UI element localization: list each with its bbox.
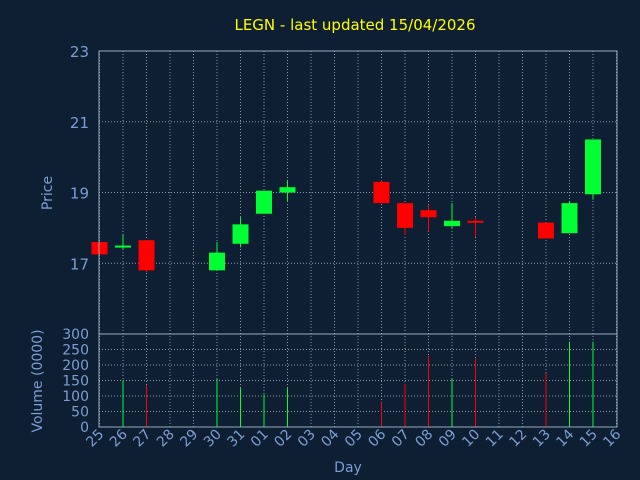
volume-tick-label: 300 (62, 327, 89, 343)
candle-body (468, 221, 484, 223)
candle-body (209, 253, 225, 271)
price-tick-label: 23 (70, 43, 89, 61)
candle-body (585, 139, 601, 194)
candle-body (256, 191, 272, 214)
volume-axis-label: Volume (0000) (30, 329, 46, 432)
chart-title: LEGN - last updated 15/04/2026 (234, 16, 475, 34)
candle-body (280, 187, 296, 192)
x-axis-label: Day (334, 460, 362, 476)
candle-body (233, 224, 249, 243)
candle-body (374, 182, 390, 203)
candle-body (538, 223, 554, 239)
candle-body (115, 246, 131, 248)
volume-tick-label: 100 (62, 389, 89, 405)
price-tick-label: 19 (70, 185, 89, 203)
candle-body (139, 240, 155, 270)
price-tick-label: 21 (70, 114, 89, 132)
candle-body (397, 203, 413, 228)
price-tick-label: 17 (70, 255, 89, 273)
candle-body (444, 221, 460, 226)
volume-tick-label: 250 (62, 343, 89, 359)
price-axis-label: Price (40, 176, 56, 210)
candle-body (421, 210, 437, 217)
volume-tick-label: 50 (71, 405, 89, 421)
volume-tick-label: 200 (62, 358, 89, 374)
volume-tick-label: 150 (62, 374, 89, 390)
candle-body (562, 203, 578, 233)
